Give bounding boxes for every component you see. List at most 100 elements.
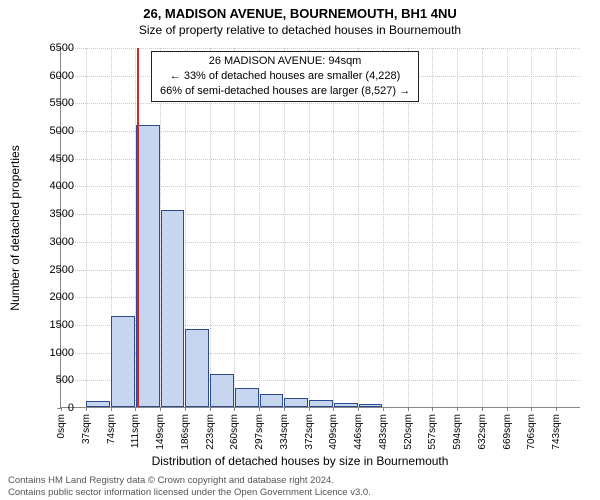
gridline-v — [309, 48, 310, 407]
gridline-v — [556, 48, 557, 407]
annotation-line-1: 26 MADISON AVENUE: 94sqm — [160, 54, 410, 69]
xtick-mark — [383, 407, 384, 411]
annotation-line-3: 66% of semi-detached houses are larger (… — [160, 84, 410, 99]
ytick-label: 5000 — [34, 125, 74, 137]
xtick-mark — [482, 407, 483, 411]
ytick-label: 2500 — [34, 264, 74, 276]
xtick-mark — [556, 407, 557, 411]
xtick-label: 260sqm — [229, 414, 240, 450]
xtick-label: 0sqm — [56, 414, 67, 438]
xtick-mark — [86, 407, 87, 411]
ytick-label: 6500 — [34, 42, 74, 54]
bar — [260, 394, 284, 407]
xtick-label: 706sqm — [526, 414, 537, 450]
xtick-mark — [185, 407, 186, 411]
xtick-label: 632sqm — [477, 414, 488, 450]
xtick-label: 483sqm — [378, 414, 389, 450]
gridline-v — [333, 48, 334, 407]
gridline-v — [482, 48, 483, 407]
plot-area: 26 MADISON AVENUE: 94sqm ← 33% of detach… — [60, 48, 580, 408]
ytick-label: 4000 — [34, 180, 74, 192]
annotation-line-2: ← 33% of detached houses are smaller (4,… — [160, 69, 410, 84]
gridline-v — [457, 48, 458, 407]
xtick-mark — [210, 407, 211, 411]
xtick-label: 372sqm — [304, 414, 315, 450]
xtick-mark — [234, 407, 235, 411]
bar — [161, 210, 185, 407]
xtick-label: 446sqm — [353, 414, 364, 450]
gridline-v — [234, 48, 235, 407]
ytick-label: 2000 — [34, 291, 74, 303]
bar — [111, 316, 135, 407]
bar — [185, 329, 209, 407]
gridline-v — [86, 48, 87, 407]
xtick-label: 669sqm — [502, 414, 513, 450]
bar — [86, 401, 110, 407]
xtick-label: 297sqm — [254, 414, 265, 450]
gridline-v — [383, 48, 384, 407]
bar — [334, 403, 358, 407]
bar — [359, 404, 383, 407]
ytick-label: 1000 — [34, 347, 74, 359]
ytick-label: 3500 — [34, 208, 74, 220]
xtick-mark — [408, 407, 409, 411]
xtick-mark — [284, 407, 285, 411]
bar — [309, 400, 333, 407]
xtick-label: 520sqm — [403, 414, 414, 450]
gridline-h — [61, 48, 580, 49]
footer-line-1: Contains HM Land Registry data © Crown c… — [8, 475, 371, 486]
xtick-mark — [531, 407, 532, 411]
bar — [284, 398, 308, 407]
y-axis-label: Number of detached properties — [8, 145, 22, 310]
xtick-label: 557sqm — [427, 414, 438, 450]
xtick-label: 37sqm — [81, 414, 92, 444]
bar — [210, 374, 234, 407]
xtick-label: 186sqm — [180, 414, 191, 450]
xtick-mark — [111, 407, 112, 411]
xtick-label: 409sqm — [328, 414, 339, 450]
bar — [235, 388, 259, 407]
xtick-label: 594sqm — [452, 414, 463, 450]
ytick-label: 500 — [34, 374, 74, 386]
xtick-mark — [507, 407, 508, 411]
page-title: 26, MADISON AVENUE, BOURNEMOUTH, BH1 4NU — [0, 0, 600, 21]
gridline-v — [531, 48, 532, 407]
gridline-v — [432, 48, 433, 407]
xtick-label: 149sqm — [155, 414, 166, 450]
xtick-mark — [135, 407, 136, 411]
chart-area: 26 MADISON AVENUE: 94sqm ← 33% of detach… — [60, 48, 580, 408]
ytick-label: 0 — [34, 402, 74, 414]
xtick-label: 223sqm — [205, 414, 216, 450]
chart-container: 26, MADISON AVENUE, BOURNEMOUTH, BH1 4NU… — [0, 0, 600, 500]
xtick-mark — [259, 407, 260, 411]
xtick-mark — [160, 407, 161, 411]
xtick-label: 111sqm — [130, 414, 141, 448]
gridline-v — [259, 48, 260, 407]
gridline-v — [358, 48, 359, 407]
xtick-mark — [333, 407, 334, 411]
gridline-v — [408, 48, 409, 407]
xtick-label: 74sqm — [106, 414, 117, 444]
ytick-label: 1500 — [34, 319, 74, 331]
bar — [136, 125, 160, 407]
ytick-label: 4500 — [34, 153, 74, 165]
xtick-mark — [309, 407, 310, 411]
gridline-v — [284, 48, 285, 407]
xtick-mark — [457, 407, 458, 411]
xtick-label: 334sqm — [279, 414, 290, 450]
marker-line — [137, 48, 139, 407]
xtick-mark — [358, 407, 359, 411]
ytick-label: 5500 — [34, 97, 74, 109]
x-axis-label: Distribution of detached houses by size … — [0, 454, 600, 468]
xtick-mark — [432, 407, 433, 411]
gridline-h — [61, 103, 580, 104]
gridline-v — [507, 48, 508, 407]
footer: Contains HM Land Registry data © Crown c… — [8, 475, 371, 498]
page-subtitle: Size of property relative to detached ho… — [0, 21, 600, 37]
ytick-label: 3000 — [34, 236, 74, 248]
footer-line-2: Contains public sector information licen… — [8, 487, 371, 498]
ytick-label: 6000 — [34, 70, 74, 82]
xtick-label: 743sqm — [551, 414, 562, 450]
annotation-box: 26 MADISON AVENUE: 94sqm ← 33% of detach… — [151, 51, 419, 102]
gridline-v — [210, 48, 211, 407]
